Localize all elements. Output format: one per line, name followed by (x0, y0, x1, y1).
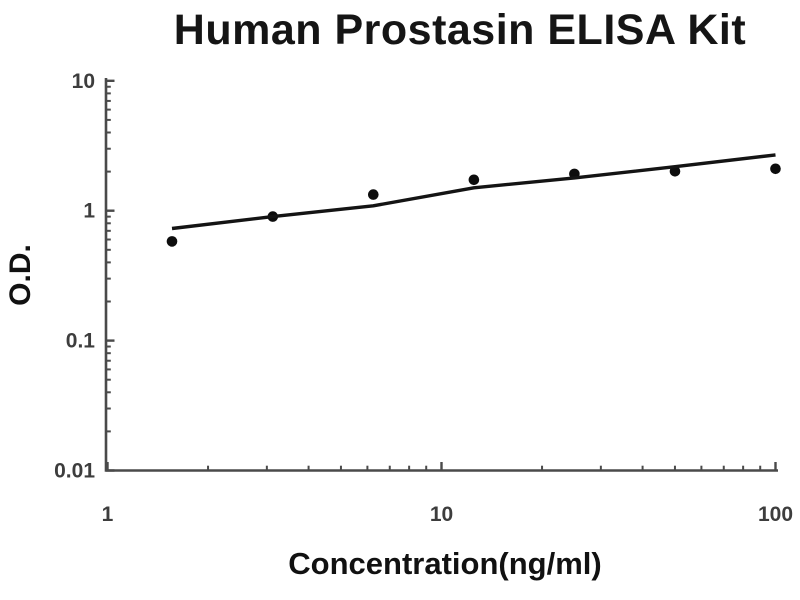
data-point (368, 189, 379, 200)
y-tick-label: 1 (83, 200, 95, 223)
plot-axes (104, 78, 778, 472)
y-tick-label: 10 (72, 70, 95, 93)
fit-line (171, 153, 776, 231)
data-point (770, 163, 781, 175)
x-tick-label: 1 (102, 503, 114, 526)
chart-title: Human Prostasin ELISA Kit (173, 6, 747, 54)
x-axis-label: Concentration(ng/ml) (288, 546, 602, 581)
x-tick-label: 100 (758, 503, 793, 526)
data-point (468, 174, 480, 186)
x-tick-label: 10 (430, 503, 453, 526)
data-point (166, 236, 178, 247)
y-tick-label: 0.1 (66, 330, 96, 353)
y-tick-label: 0.01 (54, 460, 95, 483)
